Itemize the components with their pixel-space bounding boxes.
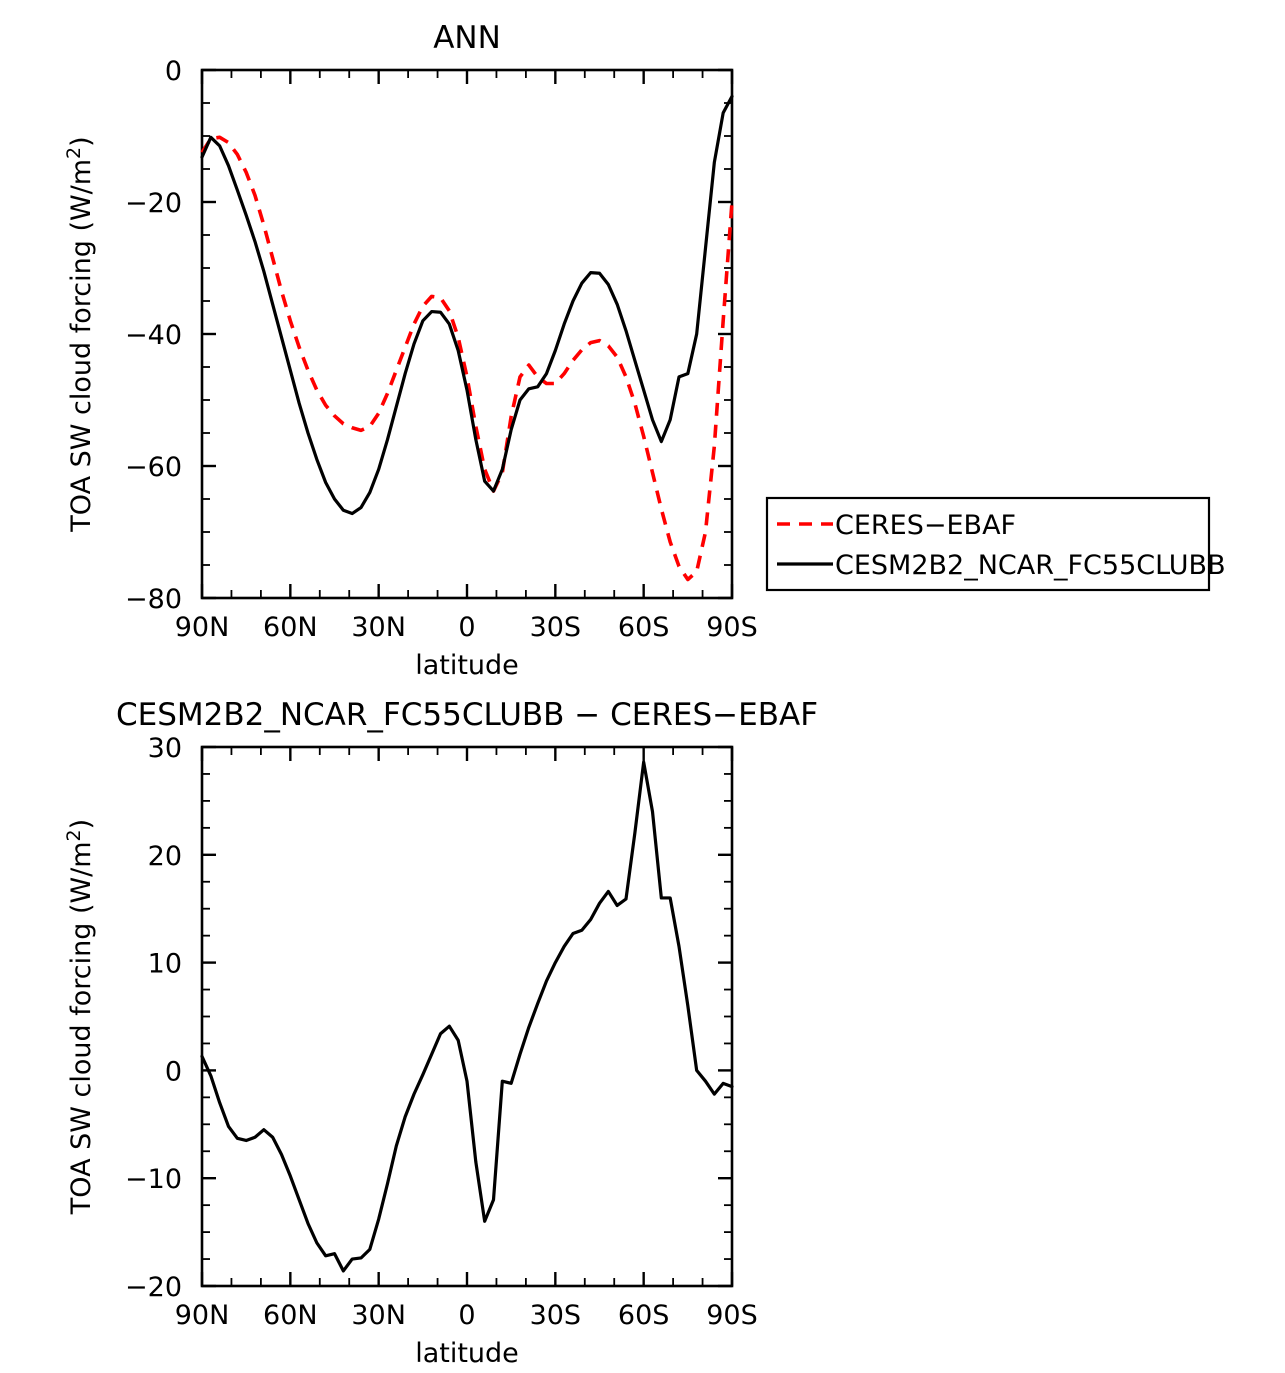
x-tick-label: 90N (175, 1300, 230, 1331)
y-tick-label: 10 (148, 949, 182, 980)
panel-title: ANN (433, 20, 501, 56)
y-tick-label: −10 (125, 1164, 182, 1195)
legend-label-2: CESM2B2_NCAR_FC55CLUBB (835, 550, 1226, 581)
y-axis-title: TOA SW cloud forcing (W/m2) (63, 819, 97, 1215)
plot-frame (200, 745, 734, 1288)
x-tick-label: 90N (175, 612, 230, 643)
legend: CERES−EBAF CESM2B2_NCAR_FC55CLUBB (765, 496, 1226, 592)
x-axis-title: latitude (415, 650, 519, 681)
panel-1: 90N 60N 30N 0 30S 60S 90S latitude 0 −20 −40 −60 −80… (63, 20, 758, 681)
x-tick-label: 60N (263, 612, 318, 643)
series-line-2 (200, 94, 734, 516)
x-tick-label: 0 (458, 1300, 475, 1331)
series-line-1 (200, 135, 734, 582)
x-tick-label: 60N (263, 1300, 318, 1331)
y-tick-label: −80 (125, 584, 182, 615)
x-tick-label: 0 (458, 612, 475, 643)
y-tick-label: −40 (125, 320, 182, 351)
x-axis-title: latitude (415, 1338, 519, 1369)
y-tick-label: 30 (148, 733, 182, 764)
y-tick-label: 0 (165, 56, 182, 87)
panel-title: CESM2B2_NCAR_FC55CLUBB − CERES−EBAF (116, 697, 818, 733)
x-tick-label: 60S (618, 1300, 670, 1331)
y-tick-label: 0 (165, 1056, 182, 1087)
legend-label-1: CERES−EBAF (835, 510, 1016, 541)
y-tick-label: −20 (125, 1272, 182, 1303)
x-tick-label: 30S (530, 612, 582, 643)
legend-box (765, 496, 1211, 592)
y-axis-title: TOA SW cloud forcing (W/m2) (63, 136, 97, 532)
y-tick-label: 20 (148, 841, 182, 872)
x-tick-label: 30N (351, 1300, 406, 1331)
series-line-1 (200, 760, 734, 1273)
x-tick-label: 90S (706, 612, 758, 643)
y-tick-label: −20 (125, 188, 182, 219)
panel-2: 90N 60N 30N 0 30S 60S 90S latitude 30 20 10 0 −10 −20… (63, 697, 818, 1369)
x-tick-label: 30N (351, 612, 406, 643)
x-tick-label: 60S (618, 612, 670, 643)
x-tick-label: 90S (706, 1300, 758, 1331)
y-tick-label: −60 (125, 452, 182, 483)
x-tick-label: 30S (530, 1300, 582, 1331)
